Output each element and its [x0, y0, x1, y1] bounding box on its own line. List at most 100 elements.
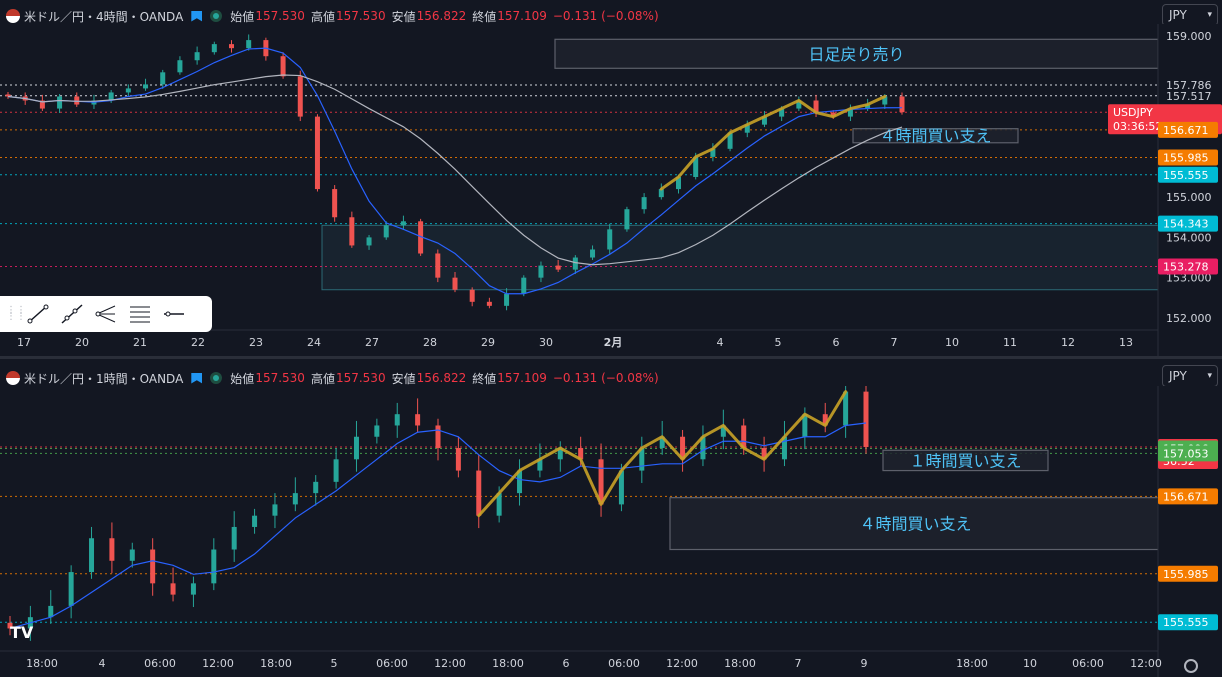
x-tick-label: 18:00 [26, 657, 58, 670]
close-label: 終値 [472, 371, 497, 386]
candle-body [641, 197, 647, 210]
price-tag-label: 155.985 [1163, 151, 1209, 164]
symbol-title[interactable]: 米ドル／円・1時間・OANDA [24, 371, 184, 386]
x-tick-label: 7 [891, 336, 898, 349]
price-tag-label: 154.343 [1163, 218, 1209, 231]
price-tag [1158, 149, 1218, 166]
x-tick-label: 4 [99, 657, 106, 670]
candle-body [761, 116, 767, 125]
candle-body [557, 448, 563, 460]
ray-line-icon[interactable] [60, 302, 84, 326]
currency-select[interactable]: JPY ▾ [1162, 365, 1218, 387]
drag-handle-icon[interactable]: ⋮⋮ ⋮⋮ [6, 305, 26, 322]
candle-body [469, 289, 475, 302]
annotation-label: １時間買い支え [909, 451, 1021, 470]
candle-body [231, 526, 237, 550]
x-tick-label: 10 [1023, 657, 1037, 670]
close-value: 157.109 [497, 371, 547, 385]
wave-drawing [659, 94, 887, 191]
bookmark-icon[interactable] [191, 10, 203, 22]
candle-body [333, 459, 339, 482]
price-axis [1158, 24, 1222, 356]
x-tick-label: 12:00 [1130, 657, 1162, 670]
currency-select[interactable]: JPY ▾ [1162, 4, 1218, 26]
candle-body [292, 493, 298, 505]
candle-body [349, 217, 355, 246]
countdown-label: 03:36:52 [1113, 120, 1162, 133]
candle-body [313, 481, 319, 494]
candle-body [802, 414, 808, 437]
x-tick-label: 29 [481, 336, 495, 349]
pane-divider[interactable] [0, 356, 1222, 359]
symbol-title[interactable]: 米ドル／円・4時間・OANDA [24, 9, 184, 24]
usd-jpy-flag-icon [6, 9, 20, 23]
x-tick-label: 12:00 [434, 657, 466, 670]
candle-body [57, 96, 63, 109]
candle-body [252, 515, 258, 527]
candle-body [246, 40, 252, 49]
high-value: 157.530 [335, 371, 386, 385]
candle-body [680, 436, 686, 460]
x-tick-label: 22 [191, 336, 205, 349]
candle-body [639, 448, 645, 471]
bottom-price-chart[interactable]: １時間買い支え４時間買い支え157.10936:52157.096157.053… [0, 386, 1222, 677]
candle-body [39, 100, 45, 109]
pitchfork-icon[interactable] [94, 302, 118, 326]
high-label: 高値 [310, 9, 335, 24]
candle-body [74, 96, 80, 105]
gear-icon[interactable] [1184, 659, 1198, 673]
candle-body [150, 549, 156, 584]
candle-body [177, 60, 183, 73]
annotation-box [882, 449, 1049, 472]
candle-body [865, 104, 871, 109]
y-tick-label: 155.000 [1166, 191, 1212, 204]
moving-average-line [7, 47, 903, 295]
price-tag-label: 155.555 [1163, 616, 1209, 629]
open-label: 始値 [230, 371, 255, 386]
candle-body [400, 221, 406, 226]
candle-body [383, 225, 389, 238]
candle-body [353, 436, 359, 460]
trend-line-icon[interactable] [26, 302, 50, 326]
horizontal-line-icon[interactable] [162, 302, 186, 326]
candle-body [741, 425, 747, 449]
chevron-down-icon: ▾ [1207, 10, 1212, 20]
annotation-box [554, 38, 1159, 69]
high-value: 157.530 [335, 9, 386, 23]
y-tick-label: 154.000 [1166, 231, 1212, 244]
candle-body [658, 189, 664, 198]
candle-body [190, 583, 196, 595]
candle-body [143, 84, 149, 89]
candle-body [822, 414, 828, 426]
candle-body [538, 265, 544, 278]
open-value: 157.530 [255, 9, 305, 23]
candle-body [710, 148, 716, 157]
price-tag-label: 155.555 [1163, 169, 1209, 182]
candle-body [700, 436, 706, 460]
annotation-label: ４時間買い支え [859, 515, 971, 534]
x-tick-label: 12:00 [202, 657, 234, 670]
x-tick-label: 06:00 [376, 657, 408, 670]
candle-body [332, 189, 338, 218]
x-tick-label: 18:00 [492, 657, 524, 670]
candle-body [170, 583, 176, 595]
low-label: 安値 [391, 371, 416, 386]
candle-body [830, 112, 836, 117]
y-tick-label: 153.000 [1166, 272, 1212, 285]
price-tag [1158, 166, 1218, 183]
x-tick-label: 24 [307, 336, 321, 349]
fib-retracement-icon[interactable] [128, 302, 152, 326]
annotation-box [852, 128, 1019, 144]
market-open-icon [210, 10, 223, 22]
candle-body [455, 448, 461, 471]
price-tag [1158, 614, 1218, 631]
candle-body [129, 549, 135, 561]
candle-body [418, 221, 424, 254]
x-tick-label: 18:00 [724, 657, 756, 670]
bookmark-icon[interactable] [191, 372, 203, 384]
x-tick-label: 12:00 [666, 657, 698, 670]
candle-body [598, 459, 604, 505]
price-tag-label: 153.278 [1163, 260, 1209, 273]
annotation-label: ４時間買い支え [879, 127, 991, 146]
